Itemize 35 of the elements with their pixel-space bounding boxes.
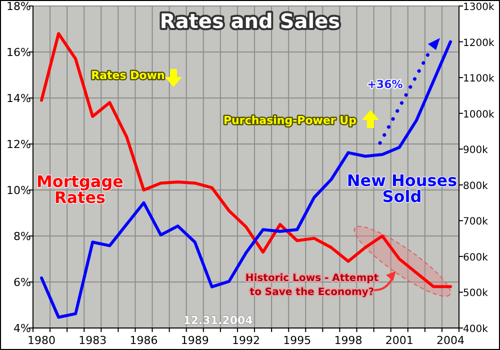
x-tick-label: 2001 — [385, 334, 414, 347]
y2-tick-label: 600k — [463, 252, 488, 264]
y2-tick-label: 400k — [463, 324, 488, 335]
y2-tick-label: 500k — [463, 288, 488, 300]
y-tick-label: 10% — [6, 184, 31, 197]
annotation: Purchasing-Power Up — [224, 114, 357, 127]
annotation: 12.31.2004 — [183, 314, 254, 327]
annotation: +36% — [367, 78, 403, 91]
y-tick-label: 18% — [6, 0, 31, 13]
y2-tick-label: 1100k — [463, 74, 494, 85]
x-tick-label: 1980 — [28, 334, 56, 347]
x-tick-label: 1998 — [334, 334, 362, 347]
x-tick-label: 1989 — [180, 334, 209, 347]
y2-tick-label: 1200k — [463, 38, 494, 49]
x-tick-label: 1983 — [78, 334, 107, 347]
x-tick-label: 1995 — [283, 334, 312, 347]
y-tick-label: 16% — [6, 46, 31, 59]
chart-title: Rates and Sales — [160, 9, 340, 33]
x-tick-label: 1986 — [130, 334, 158, 347]
y-tick-label: 14% — [6, 92, 31, 105]
x-tick-label: 1992 — [232, 334, 260, 347]
annotation: Historic Lows - Attempt to Save the Economy? — [245, 273, 379, 298]
annotation: Rates Down — [91, 69, 165, 82]
series-label: Mortgage Rates — [36, 172, 124, 207]
y2-tick-label: 1000k — [463, 109, 494, 120]
y-tick-label: 4% — [14, 322, 31, 335]
y-tick-label: 8% — [14, 230, 31, 243]
y2-tick-label: 1300k — [463, 2, 494, 13]
x-tick-label: 2004 — [436, 334, 464, 347]
series-label: New Houses Sold — [346, 171, 458, 206]
y2-tick-label: 900k — [463, 145, 488, 156]
y2-tick-label: 700k — [463, 216, 488, 228]
y-tick-label: 6% — [14, 276, 31, 289]
y2-tick-label: 800k — [463, 180, 488, 192]
y-tick-label: 12% — [6, 138, 31, 151]
